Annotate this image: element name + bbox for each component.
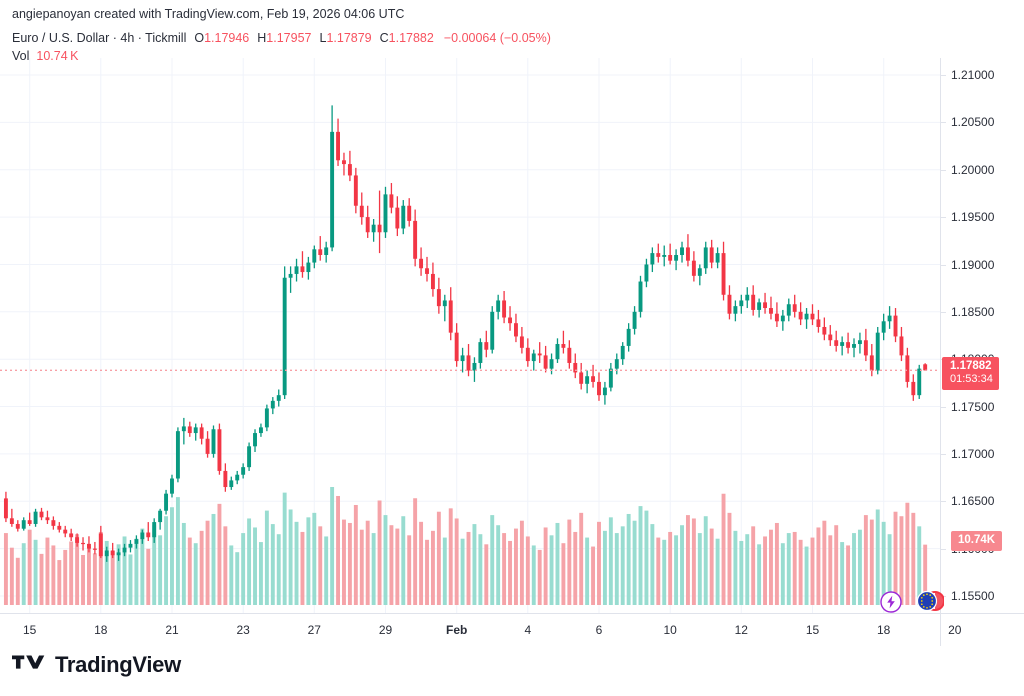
current-price-value: 1.17882: [950, 360, 992, 373]
ohlc-low: L1.17879: [319, 31, 372, 45]
time-axis-tick: 4: [524, 623, 532, 637]
price-change: −0.00064 (−0.05%): [443, 31, 551, 45]
time-axis-tick: 27: [307, 623, 321, 637]
ohlc-open: O1.17946: [194, 31, 250, 45]
price-axis-tick-mark: [941, 406, 946, 408]
ohlc-high: H1.17957: [257, 31, 312, 45]
price-axis-tick: 1.20500: [951, 115, 995, 130]
candles: [3, 105, 928, 562]
volume-badge[interactable]: 10.74K: [951, 530, 1003, 551]
time-axis-tick: 20: [948, 623, 962, 637]
time-axis-tick: 29: [378, 623, 393, 637]
price-axis-tick-mark: [941, 169, 946, 171]
time-axis-tick: 18: [94, 623, 108, 637]
price-axis-tick-mark: [941, 501, 946, 503]
price-axis-tick-mark: [941, 311, 946, 313]
time-axis-tick: 10: [663, 623, 677, 637]
eur-usd-flag-icon[interactable]: [916, 589, 945, 618]
time-axis-tick: 18: [877, 623, 891, 637]
legend-row-primary: Euro / U.S. Dollar · 4h · Tickmill O1.17…: [12, 30, 551, 46]
time-axis-tick: 6: [595, 623, 603, 637]
price-axis-tick-mark: [941, 217, 946, 219]
bar-countdown: 01:53:34: [950, 373, 993, 386]
price-axis-tick-mark: [941, 453, 946, 455]
tradingview-brand-text: TradingView: [55, 652, 181, 677]
ohlc-close: C1.17882: [379, 31, 434, 45]
price-axis-tick: 1.15500: [951, 589, 995, 603]
time-axis-separator: [940, 614, 941, 646]
chart-plot-area[interactable]: [0, 58, 940, 613]
price-axis-tick: 1.19500: [951, 210, 995, 225]
symbol-title[interactable]: Euro / U.S. Dollar · 4h · Tickmill: [12, 31, 187, 45]
time-axis-tick: 15: [805, 623, 820, 637]
price-axis-tick-mark: [941, 122, 946, 124]
tradingview-logo-icon: [12, 654, 46, 677]
candlestick-svg: [0, 58, 940, 613]
lightning-bolt-icon[interactable]: [880, 591, 902, 618]
time-axis-tick: 21: [165, 623, 179, 637]
time-axis-tick: 23: [236, 623, 250, 637]
price-axis-tick: 1.21000: [951, 68, 995, 82]
price-axis-tick: 1.20000: [951, 162, 995, 177]
legend-row-volume: Vol 10.74 K: [12, 48, 551, 64]
price-axis-tick-mark: [941, 264, 946, 266]
price-axis-tick: 1.17500: [951, 399, 995, 414]
current-price-badge[interactable]: 1.17882 01:53:34: [942, 357, 999, 391]
volume-value: 10.74 K: [36, 49, 79, 63]
attribution-text: angiepanoyan created with TradingView.co…: [12, 7, 405, 21]
price-axis-tick: 1.17000: [951, 446, 995, 461]
volume-label: Vol: [12, 49, 30, 63]
tradingview-footer: TradingView: [12, 652, 181, 678]
price-axis-tick: 1.19000: [951, 257, 995, 272]
time-axis-tick: Feb: [446, 623, 468, 637]
time-axis-tick: 12: [734, 623, 748, 637]
price-axis-tick: 1.18500: [951, 304, 995, 319]
time-axis[interactable]: 15 18 21 23 27 29 Feb 4 6 10 12 15 18 20: [0, 613, 1024, 646]
price-axis-tick-mark: [941, 75, 946, 76]
price-axis-tick: 1.16500: [951, 494, 995, 509]
time-axis-tick: 15: [23, 623, 37, 637]
price-axis-tick-mark: [941, 548, 946, 550]
chart-legend: Euro / U.S. Dollar · 4h · Tickmill O1.17…: [12, 30, 551, 64]
price-axis[interactable]: 1.21000 1.20500 1.20000 1.19500 1.19000 1.185…: [940, 58, 1024, 613]
volume-bars: [3, 487, 928, 605]
